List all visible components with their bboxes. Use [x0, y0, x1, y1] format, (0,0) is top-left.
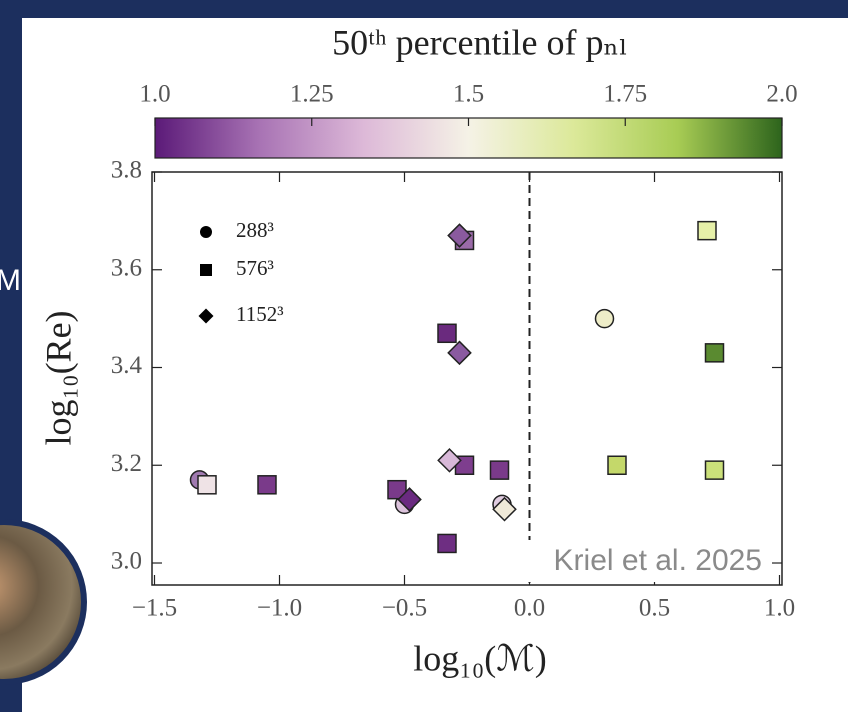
y-axis-label: log₁₀(Re): [38, 310, 78, 445]
point: [387, 479, 407, 500]
x-tick-label: −1.5: [132, 595, 177, 622]
legend-label: 1152³: [236, 302, 284, 326]
y-tick-label: 3.4: [111, 352, 143, 379]
slide-text-fragment: M: [0, 264, 21, 297]
point: [447, 340, 472, 366]
legend-label: 576³: [236, 256, 274, 280]
legend-marker: [200, 264, 212, 276]
x-tick-label: −1.0: [257, 595, 302, 622]
colorbar-tick-label: 1.75: [603, 81, 647, 108]
annotation-bg: [482, 540, 765, 582]
point: [607, 455, 627, 476]
legend-label: 288³: [236, 218, 274, 242]
colorbar-tick-label: 1.5: [453, 81, 484, 108]
speaker-photo: [0, 519, 87, 685]
colorbar-tick-label: 2.0: [766, 81, 797, 108]
colorbar-title: 50ᵗʰ percentile of pₙₗ: [332, 22, 628, 62]
point: [437, 533, 457, 554]
legend-marker: [198, 308, 214, 324]
y-tick-label: 3.2: [111, 450, 142, 477]
colorbar-tick-label: 1.0: [139, 81, 170, 108]
plot-frame: [151, 171, 783, 586]
x-axis-label: log₁₀(ℳ): [413, 638, 547, 678]
point: [704, 343, 725, 363]
point: [489, 460, 510, 480]
point: [437, 323, 457, 344]
point: [594, 308, 615, 329]
colorbar-tick-label: 1.25: [290, 81, 334, 108]
annotation: Kriel et al. 2025: [554, 544, 762, 577]
point: [704, 460, 725, 480]
point: [397, 487, 422, 512]
x-tick-label: 0.5: [639, 595, 670, 622]
point: [197, 475, 217, 495]
x-tick-label: 1.0: [764, 595, 795, 622]
point: [447, 223, 472, 248]
point: [257, 475, 277, 495]
x-tick-label: −0.5: [382, 595, 427, 622]
point: [492, 496, 517, 522]
y-tick-label: 3.6: [111, 254, 142, 281]
y-tick-label: 3.0: [111, 548, 142, 575]
x-tick-label: 0.0: [514, 595, 545, 622]
point: [697, 220, 717, 241]
point: [437, 448, 462, 473]
y-tick-label: 3.8: [111, 157, 142, 184]
legend-marker: [200, 226, 212, 238]
